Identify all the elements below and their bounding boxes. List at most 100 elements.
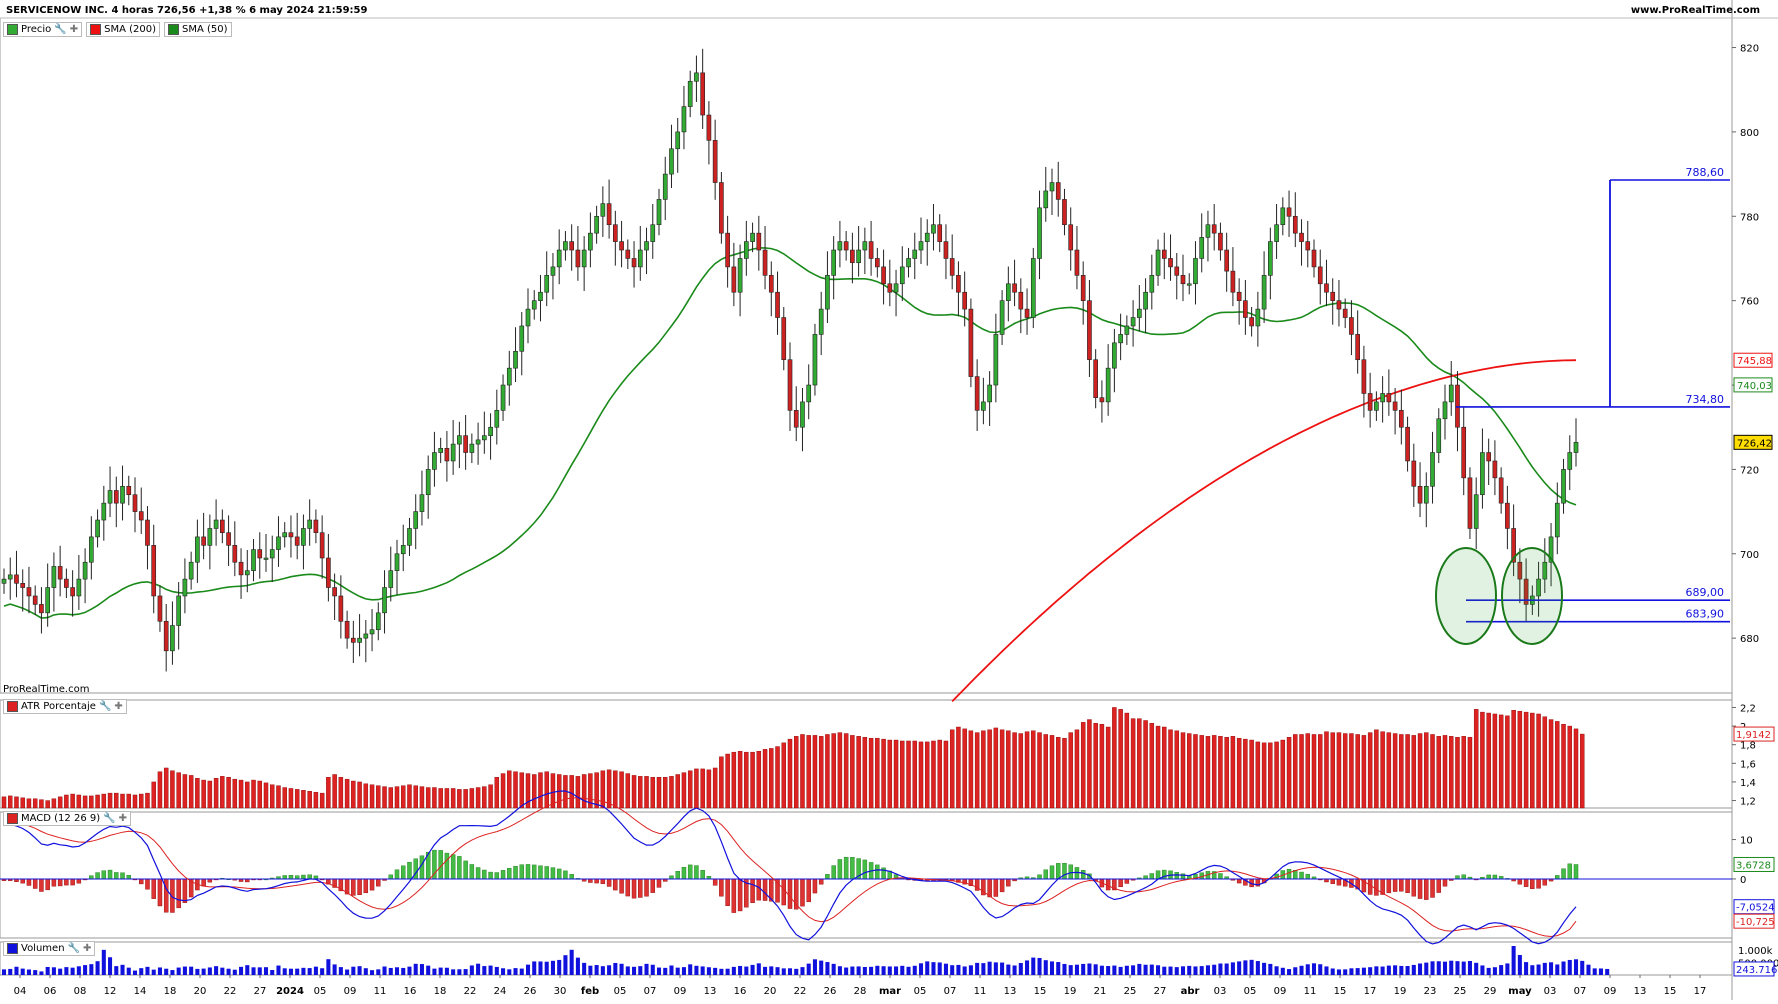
volume-bar [8, 968, 13, 975]
atr-bar [1492, 713, 1498, 809]
atr-bar [1274, 741, 1279, 809]
atr-bar [1523, 711, 1529, 809]
macd-hist-bar [850, 857, 855, 880]
volume-bar [1524, 962, 1529, 975]
atr-bar [157, 771, 163, 809]
candle-down [1498, 477, 1504, 504]
candle-up [1430, 452, 1435, 487]
x-tick-label: 16 [734, 986, 747, 997]
macd-hist-bar [1236, 878, 1242, 884]
macd-hist-bar [700, 870, 705, 880]
macd-legend-item[interactable]: MACD (12 26 9) 🔧 ✚ [3, 811, 131, 826]
atr-legend-item[interactable]: ATR Porcentaje 🔧 ✚ [3, 699, 127, 714]
sma50-legend-item[interactable]: SMA (50) [164, 22, 232, 37]
atr-bar [1068, 732, 1073, 809]
atr-bar [1024, 731, 1030, 809]
macd-hist-bar [725, 878, 730, 906]
macd-hist-bar [394, 869, 400, 880]
plus-icon[interactable]: ✚ [118, 813, 127, 824]
level-label: 683,90 [1686, 608, 1725, 621]
atr-bar [606, 769, 612, 809]
site-url[interactable]: www.ProRealTime.com [1630, 5, 1760, 16]
volume-bar [1542, 962, 1547, 975]
plus-icon[interactable]: ✚ [69, 24, 79, 35]
atr-tick-label: 1,4 [1740, 778, 1756, 789]
candle-up [924, 232, 930, 242]
atr-bar [463, 789, 468, 809]
atr-bar [132, 794, 138, 809]
candle-up [195, 536, 200, 563]
macd-hist-bar [1286, 869, 1292, 880]
macd-hist-bar [694, 865, 699, 880]
candle-up [1567, 452, 1573, 470]
atr-bar [26, 798, 32, 809]
plus-icon[interactable]: ✚ [114, 701, 123, 712]
candle-up [482, 435, 487, 441]
volume-bar [1143, 964, 1148, 975]
atr-bar [32, 798, 38, 809]
volume-bar [1081, 963, 1086, 975]
macd-hist-bar [638, 878, 643, 898]
candle-up [588, 232, 593, 251]
volume-bar [719, 968, 724, 975]
volume-bar [164, 968, 169, 975]
candle-down [220, 519, 225, 533]
atr-bar [357, 781, 362, 809]
atr-bar [319, 792, 325, 809]
sma200-legend-item[interactable]: SMA (200) [86, 22, 161, 37]
x-tick-label: 11 [1304, 986, 1317, 997]
volume-bar [738, 965, 743, 975]
x-tick-label: 19 [1394, 986, 1407, 997]
plus-icon[interactable]: ✚ [82, 943, 92, 954]
macd-hist-bar [532, 864, 537, 880]
macd-hist-bar [457, 856, 462, 880]
macd-hist-bar [737, 878, 743, 912]
volume-bar [170, 970, 175, 975]
atr-bar [376, 785, 381, 809]
atr-bar [1268, 742, 1273, 809]
candle-up [457, 435, 462, 445]
x-tick-label: 27 [254, 986, 267, 997]
volume-bar [1561, 961, 1566, 975]
macd-hist-bar [538, 865, 543, 880]
candle-down [881, 266, 886, 285]
candle-down [768, 275, 774, 293]
atr-bar [744, 751, 749, 809]
macd-hist-bar [57, 878, 63, 887]
volume-legend-item[interactable]: Volumen 🔧 ✚ [3, 941, 96, 956]
atr-bar [1417, 733, 1423, 809]
candle-down [1411, 460, 1417, 487]
wrench-icon[interactable]: 🔧 [67, 943, 80, 954]
price-legend-item[interactable]: Precio 🔧 ✚ [3, 22, 83, 37]
atr-bar [1299, 734, 1304, 809]
candle-down [1024, 308, 1030, 318]
volume-bar [1530, 965, 1535, 975]
atr-bar [1118, 709, 1123, 809]
volume-bar [307, 968, 312, 975]
candle-down [1492, 460, 1498, 479]
volume-bar [1592, 968, 1597, 975]
wrench-icon[interactable]: 🔧 [54, 24, 67, 35]
atr-bar [1480, 711, 1485, 809]
candle-down [1392, 401, 1398, 411]
candle-down [1405, 426, 1410, 462]
candle-up [737, 258, 743, 293]
atr-bar [332, 774, 337, 809]
candle-up [1030, 258, 1036, 318]
candle-up [899, 266, 905, 285]
wrench-icon[interactable]: 🔧 [103, 813, 116, 824]
x-tick-label: 15 [1334, 986, 1347, 997]
wrench-icon[interactable]: 🔧 [98, 701, 112, 712]
macd-hist-bar [357, 878, 362, 896]
volume-bar [1118, 966, 1123, 975]
candle-down [781, 317, 787, 361]
candle-down [1455, 384, 1460, 428]
x-tick-label: 07 [1574, 986, 1587, 997]
x-tick-label: 29 [1484, 986, 1497, 997]
atr-bar [14, 796, 19, 809]
atr-bar [613, 770, 618, 809]
volume-bar [550, 960, 555, 975]
volume-current-box [1733, 961, 1775, 977]
volume-bar [881, 966, 886, 975]
